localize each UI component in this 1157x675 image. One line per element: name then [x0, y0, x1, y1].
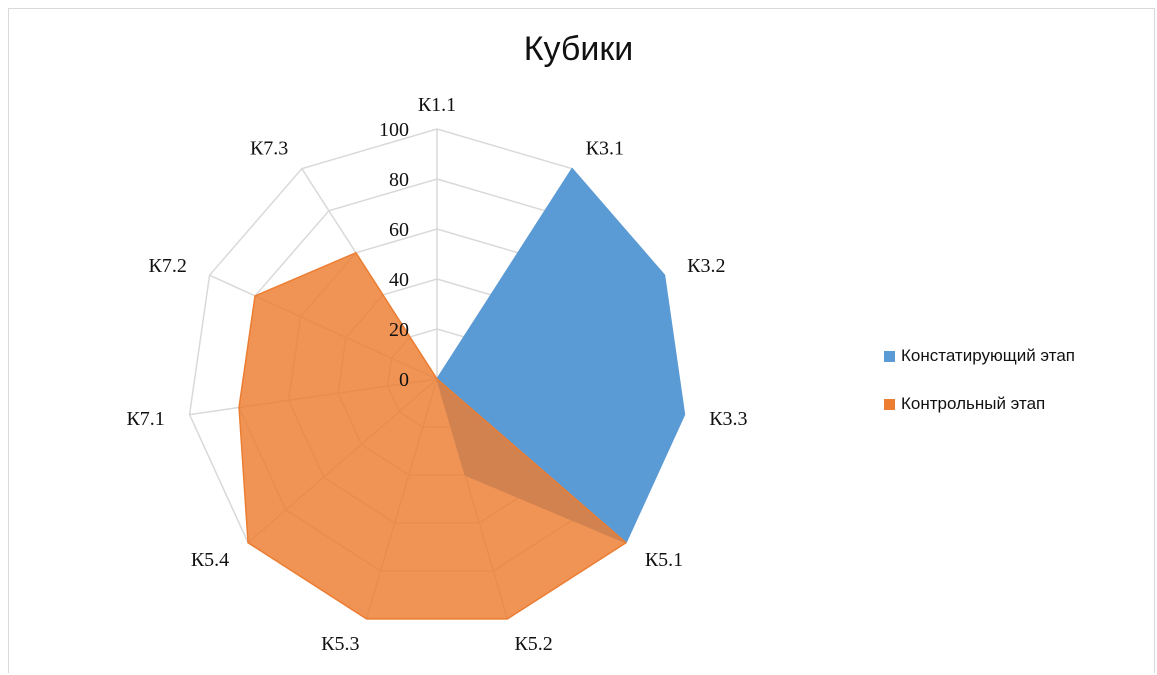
category-label: К3.3: [709, 408, 747, 430]
radial-tick-label: 20: [389, 319, 409, 341]
legend-label: Констатирующий этап: [901, 346, 1075, 365]
legend-item: Констатирующий этап: [884, 346, 1075, 366]
radial-axis-ticks: 0 20 40 60 80 100: [379, 119, 409, 391]
chart-title: Кубики: [523, 30, 634, 68]
legend-label: Контрольный этап: [901, 394, 1046, 413]
category-label: К7.1: [126, 408, 164, 430]
category-label: К3.2: [687, 255, 725, 277]
category-label: К5.3: [321, 633, 359, 655]
radial-tick-label: 100: [379, 119, 409, 141]
radial-tick-label: 0: [399, 369, 409, 391]
category-label: К5.2: [514, 633, 552, 655]
legend: Констатирующий этап Контрольный этап: [884, 346, 1075, 442]
category-label: К7.3: [250, 138, 288, 160]
category-label: К7.2: [149, 255, 187, 277]
category-label: К1.1: [418, 94, 456, 116]
legend-swatch: [884, 398, 895, 410]
series-area-2: [238, 252, 627, 620]
legend-swatch: [884, 350, 895, 362]
category-label: К3.1: [586, 138, 624, 160]
legend-item: Контрольный этап: [884, 394, 1075, 414]
category-label: К5.4: [191, 549, 229, 571]
radial-tick-label: 80: [389, 169, 409, 191]
radial-tick-label: 40: [389, 269, 409, 291]
radial-tick-label: 60: [389, 219, 409, 241]
category-label: К5.1: [645, 549, 683, 571]
radar-series: [238, 167, 686, 620]
category-labels: К1.1 К3.1 К3.2 К3.3 К5.1 К5.2 К5.3 К5.4 К7.1 К7.2…: [126, 94, 747, 655]
